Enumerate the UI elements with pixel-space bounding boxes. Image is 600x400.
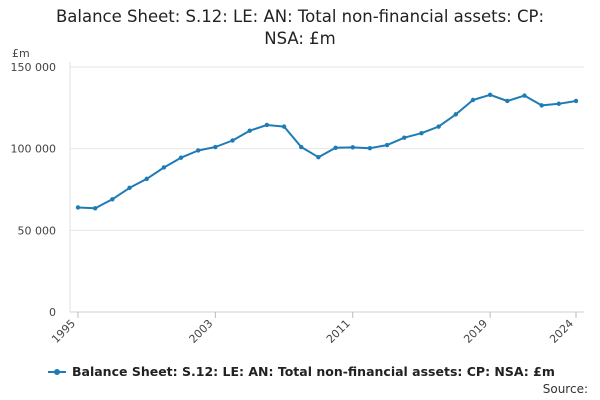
gridlines — [70, 66, 584, 313]
data-point[interactable] — [367, 145, 373, 151]
data-point[interactable] — [92, 206, 98, 211]
chart-title-line-2: NSA: £m — [264, 29, 336, 48]
y-tick-label: 0 — [49, 306, 56, 319]
y-tick-label: 100 000 — [11, 143, 57, 156]
y-tick-label: 150 000 — [11, 61, 57, 74]
data-point[interactable] — [453, 112, 458, 117]
data-point[interactable] — [127, 185, 132, 191]
data-point[interactable] — [402, 135, 407, 140]
x-tick-label: 2003 — [187, 317, 216, 346]
data-point[interactable] — [487, 92, 493, 97]
series — [75, 92, 579, 211]
chart-title-line-1: Balance Sheet: S.12: LE: AN: Total non-f… — [55, 7, 545, 26]
data-point[interactable] — [299, 144, 304, 150]
data-point[interactable] — [316, 154, 321, 160]
legend-label: Balance Sheet: S.12: LE: AN: Total non-f… — [72, 364, 555, 379]
y-tick-label: 50 000 — [18, 224, 57, 237]
chart-title: Balance Sheet: S.12: LE: AN: Total non-f… — [0, 6, 600, 50]
data-point[interactable] — [333, 145, 338, 151]
data-point[interactable] — [384, 142, 390, 148]
data-point[interactable] — [573, 98, 579, 104]
axes: 0 50 000 100 000 150 000 1995 2003 2011 2019 202… — [11, 61, 577, 346]
data-point[interactable] — [470, 97, 476, 103]
legend-swatch — [48, 367, 66, 377]
data-point[interactable] — [178, 155, 184, 160]
data-point[interactable] — [436, 124, 441, 129]
data-point[interactable] — [556, 101, 562, 106]
data-point[interactable] — [161, 165, 167, 170]
data-point[interactable] — [196, 148, 201, 153]
data-point[interactable] — [75, 205, 81, 210]
data-point[interactable] — [264, 122, 270, 128]
source-label: Source: — [542, 382, 588, 396]
data-point[interactable] — [247, 128, 252, 133]
data-point[interactable] — [213, 144, 218, 150]
y-axis-unit-label: £m — [12, 47, 30, 60]
data-point[interactable] — [144, 176, 149, 182]
data-point[interactable] — [505, 98, 510, 104]
x-tick-label: 2024 — [547, 317, 576, 346]
series-line — [77, 93, 577, 210]
data-point[interactable] — [419, 130, 424, 136]
legend[interactable]: Balance Sheet: S.12: LE: AN: Total non-f… — [48, 364, 555, 379]
x-tick-label: 2011 — [324, 317, 353, 346]
x-tick-label: 2019 — [461, 317, 490, 346]
data-point[interactable] — [230, 138, 235, 143]
data-point[interactable] — [281, 124, 287, 129]
data-point[interactable] — [110, 197, 115, 202]
data-point[interactable] — [539, 103, 544, 108]
data-point[interactable] — [350, 145, 355, 150]
x-tick-label: 1995 — [49, 317, 78, 346]
data-point[interactable] — [522, 93, 527, 98]
